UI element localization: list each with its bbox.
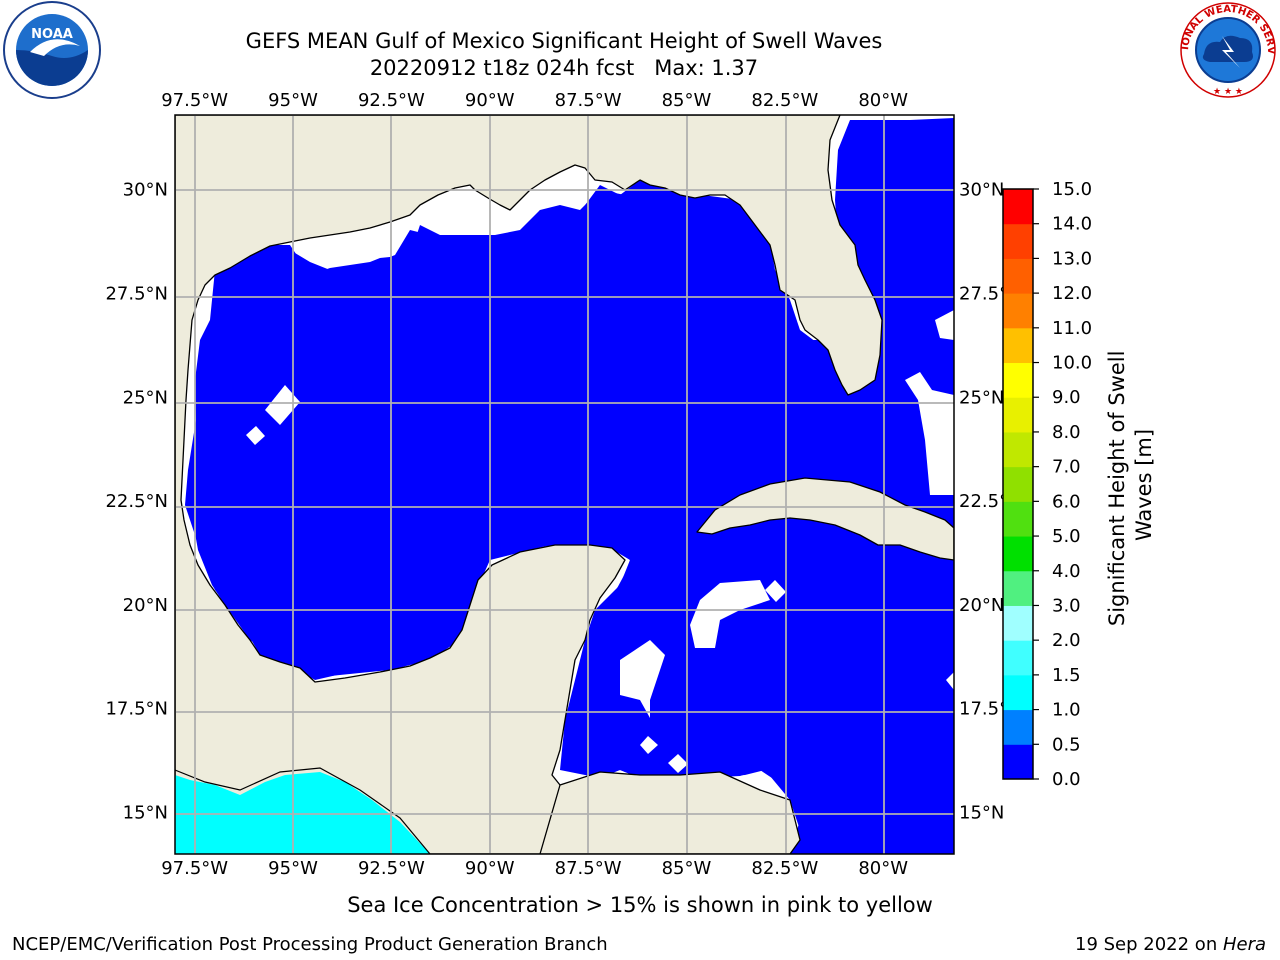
lon-tick-top-1: 95°W <box>268 90 318 111</box>
lon-tick-bottom-2: 92.5°W <box>358 858 425 879</box>
colorbar-swatch-8 <box>1003 466 1033 502</box>
footer-left: NCEP/EMC/Verification Post Processing Pr… <box>12 934 608 955</box>
land <box>175 115 954 854</box>
land-usa <box>175 115 883 854</box>
colorbar-frame <box>1002 188 1034 780</box>
colorbar-tick-7: 5.0 <box>1052 526 1081 547</box>
lat-tick-right-6: 15°N <box>959 802 1004 823</box>
land-honduras <box>539 771 801 854</box>
colorbar-swatch-2 <box>1003 674 1033 711</box>
lon-tick-top-3: 90°W <box>465 90 515 111</box>
lon-tick-bottom-5: 85°W <box>662 858 712 879</box>
colorbar-swatch-6 <box>1003 536 1033 572</box>
colorbar-tick-5: 3.0 <box>1052 595 1081 616</box>
lat-tick-right-2: 25°N <box>959 387 1004 408</box>
lon-tick-bottom-4: 87.5°W <box>555 858 622 879</box>
map-frame <box>174 114 955 855</box>
lon-tick-top-5: 85°W <box>662 90 712 111</box>
colorbar-tick-9: 7.0 <box>1052 457 1081 478</box>
colorbar-tick-4: 2.0 <box>1052 630 1081 651</box>
colorbar-tick-2: 1.0 <box>1052 700 1081 721</box>
colorbar-label-line2: Waves [m] <box>1132 429 1156 541</box>
lon-tick-bottom-6: 82.5°W <box>751 858 818 879</box>
lat-tick-right-0: 30°N <box>959 180 1004 201</box>
colorbar-swatch-12 <box>1003 327 1033 364</box>
map-panel <box>175 115 954 854</box>
lat-tick-right-4: 20°N <box>959 595 1004 616</box>
colorbar-tick-8: 6.0 <box>1052 491 1081 512</box>
lat-tick-left-4: 20°N <box>123 595 168 616</box>
colorbar-swatch-15 <box>1003 223 1033 259</box>
lat-ticks-left: 30°N 27.5°N 25°N 22.5°N 20°N 17.5°N 15°N <box>105 180 168 824</box>
colorbar-tick-1: 0.5 <box>1052 734 1081 755</box>
colorbar: 0.0 0.5 1.0 1.5 2.0 3.0 4.0 5.0 6.0 7.0 8.0 9.0 10.0… <box>1002 179 1092 790</box>
lat-tick-left-1: 27.5°N <box>105 284 168 305</box>
colorbar-swatch-1 <box>1003 709 1033 745</box>
lon-tick-bottom-7: 80°W <box>858 858 908 879</box>
gulf-ocean <box>190 118 954 854</box>
colorbar-swatch-9 <box>1003 431 1033 468</box>
pacific-swell-region <box>175 772 430 854</box>
colorbar-tick-10: 8.0 <box>1052 422 1081 443</box>
figure-title: GEFS MEAN Gulf of Mexico Significant Hei… <box>246 29 883 53</box>
colorbar-swatch-7 <box>1003 501 1033 537</box>
lat-tick-left-3: 22.5°N <box>105 491 168 512</box>
colorbar-tick-0: 0.0 <box>1052 769 1081 790</box>
footer-right: 19 Sep 2022 on Hera <box>1075 934 1266 955</box>
colorbar-swatch-3 <box>1003 640 1033 676</box>
lat-tick-left-6: 15°N <box>123 802 168 823</box>
lat-tick-left-2: 25°N <box>123 387 168 408</box>
lon-tick-bottom-3: 90°W <box>465 858 515 879</box>
svg-text:★ ★ ★: ★ ★ ★ <box>1213 87 1243 97</box>
noaa-logo-text: NOAA <box>31 27 73 42</box>
colorbar-tick-16: 14.0 <box>1052 214 1092 235</box>
lon-ticks-top: 97.5°W 95°W 92.5°W 90°W 87.5°W 85°W 82.5°W 80°W <box>161 90 908 111</box>
colorbar-swatch-16 <box>1003 189 1033 225</box>
colorbar-tick-6: 4.0 <box>1052 561 1081 582</box>
colorbar-label: Significant Height of Swell Waves [m] <box>1105 344 1156 626</box>
colorbar-tick-12: 10.0 <box>1052 353 1092 374</box>
colorbar-swatch-11 <box>1003 362 1033 398</box>
noaa-logo: NOAA <box>3 1 101 99</box>
land-cuba <box>696 477 954 561</box>
colorbar-swatch-13 <box>1003 293 1033 329</box>
lat-tick-left-5: 17.5°N <box>105 699 168 720</box>
ice-note: Sea Ice Concentration > 15% is shown in … <box>347 893 933 917</box>
colorbar-tick-13: 11.0 <box>1052 318 1092 339</box>
graticule <box>175 115 954 854</box>
colorbar-swatch-5 <box>1003 570 1033 606</box>
colorbar-swatch-0 <box>1003 744 1033 780</box>
lon-ticks-bottom: 97.5°W 95°W 92.5°W 90°W 87.5°W 85°W 82.5°W 80°W <box>161 858 908 879</box>
lon-tick-top-6: 82.5°W <box>751 90 818 111</box>
lon-tick-top-0: 97.5°W <box>161 90 228 111</box>
colorbar-tick-3: 1.5 <box>1052 665 1081 686</box>
colorbar-tick-17: 15.0 <box>1052 179 1092 200</box>
lon-tick-bottom-0: 97.5°W <box>161 858 228 879</box>
lon-tick-top-7: 80°W <box>858 90 908 111</box>
figure-subtitle: 20220912 t18z 024h fcst Max: 1.37 <box>370 56 758 80</box>
lon-tick-bottom-1: 95°W <box>268 858 318 879</box>
lon-tick-top-4: 87.5°W <box>555 90 622 111</box>
colorbar-tick-14: 12.0 <box>1052 283 1092 304</box>
colorbar-swatch-4 <box>1003 605 1033 641</box>
colorbar-swatch-10 <box>1003 397 1033 433</box>
lat-tick-left-0: 30°N <box>123 180 168 201</box>
colorbar-tick-15: 13.0 <box>1052 248 1092 269</box>
colorbar-label-line1: Significant Height of Swell <box>1105 351 1129 627</box>
colorbar-tick-11: 9.0 <box>1052 387 1081 408</box>
lon-tick-top-2: 92.5°W <box>358 90 425 111</box>
colorbar-swatch-14 <box>1003 258 1033 294</box>
